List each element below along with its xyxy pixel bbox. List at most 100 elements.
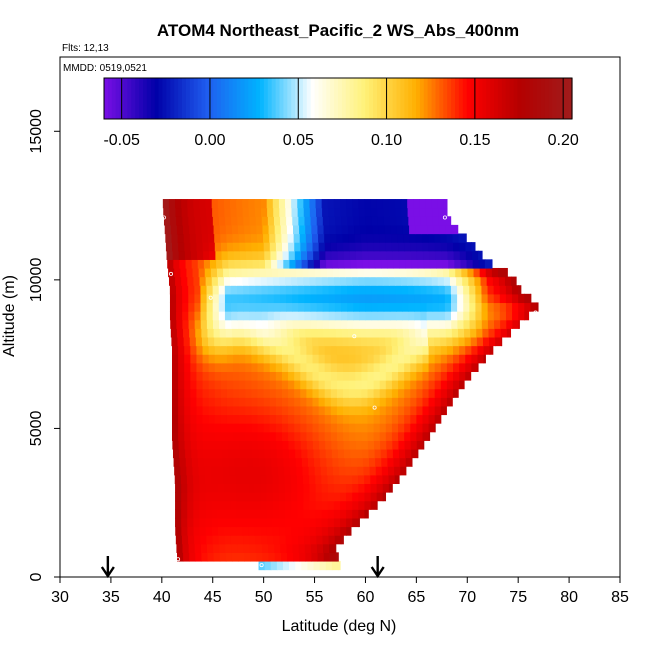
heatmap-cell bbox=[220, 379, 228, 390]
heatmap-cell bbox=[481, 293, 489, 304]
heatmap-cell bbox=[163, 207, 170, 217]
heatmap-cell bbox=[457, 285, 464, 295]
heatmap-cell bbox=[178, 371, 185, 381]
heatmap-cell bbox=[230, 483, 237, 493]
heatmap-cell bbox=[208, 405, 216, 416]
heatmap-cell bbox=[361, 414, 369, 424]
heatmap-cell bbox=[196, 362, 204, 372]
heatmap-cell bbox=[281, 397, 289, 407]
heatmap-cell bbox=[220, 431, 228, 441]
heatmap-cell bbox=[205, 517, 213, 528]
heatmap-cell bbox=[377, 207, 384, 217]
heatmap-cell bbox=[317, 328, 325, 338]
heatmap-cell bbox=[263, 233, 270, 243]
heatmap-cell bbox=[252, 250, 259, 260]
heatmap-cell bbox=[330, 423, 338, 433]
colorbar-segment bbox=[353, 78, 359, 119]
heatmap-cell bbox=[355, 405, 362, 416]
heatmap-cell bbox=[294, 440, 302, 450]
flight-arrow-head bbox=[100, 566, 115, 579]
heatmap-cell bbox=[263, 336, 270, 347]
heatmap-cell bbox=[414, 302, 422, 312]
heatmap-cell bbox=[441, 250, 449, 260]
heatmap-cell bbox=[298, 302, 305, 312]
heatmap-cell bbox=[364, 199, 372, 209]
x-tick-label: 35 bbox=[102, 589, 120, 606]
heatmap-cell bbox=[452, 233, 460, 243]
heatmap-cell bbox=[354, 328, 361, 338]
heatmap-cell bbox=[243, 319, 251, 329]
colorbar-segment bbox=[174, 78, 179, 119]
heatmap-cell bbox=[194, 311, 202, 321]
heatmap-cell bbox=[389, 311, 397, 321]
heatmap-cell bbox=[403, 336, 411, 347]
heatmap-cell bbox=[245, 414, 253, 424]
heatmap-cell bbox=[343, 362, 350, 372]
heatmap-cell bbox=[367, 440, 375, 450]
heatmap-cell bbox=[314, 466, 322, 476]
heatmap-cell bbox=[278, 276, 286, 286]
heatmap-cell bbox=[197, 259, 205, 269]
heatmap-cell bbox=[316, 216, 324, 226]
heatmap-cell bbox=[345, 474, 353, 484]
heatmap-cell bbox=[409, 224, 416, 235]
colorbar-segment bbox=[396, 78, 401, 119]
heatmap-cell bbox=[178, 354, 185, 364]
heatmap-cell bbox=[261, 302, 269, 312]
heatmap-cell bbox=[234, 457, 242, 467]
heatmap-cell bbox=[279, 207, 287, 217]
heatmap-cell bbox=[355, 397, 362, 407]
heatmap-cell bbox=[322, 319, 330, 329]
heatmap-cell bbox=[333, 492, 341, 502]
heatmap-cell bbox=[506, 328, 512, 338]
heatmap-cell bbox=[363, 267, 371, 278]
heatmap-cell bbox=[469, 302, 477, 312]
heatmap-cell bbox=[422, 242, 430, 252]
heatmap-cell bbox=[349, 423, 356, 433]
heatmap-cell bbox=[330, 233, 337, 243]
heatmap-cell bbox=[272, 509, 280, 519]
heatmap-cell bbox=[264, 259, 272, 269]
colorbar-segment bbox=[388, 78, 394, 119]
heatmap-cell bbox=[214, 362, 222, 372]
heatmap-cell bbox=[281, 431, 289, 441]
heatmap-cell bbox=[334, 293, 342, 304]
heatmap-cell bbox=[385, 397, 393, 407]
heatmap-cell bbox=[410, 345, 417, 355]
heatmap-cell bbox=[318, 397, 326, 407]
heatmap-cell bbox=[208, 414, 216, 424]
heatmap-cell bbox=[372, 224, 380, 235]
heatmap-cell bbox=[333, 509, 341, 519]
heatmap-cell bbox=[164, 224, 172, 235]
heatmap-cell bbox=[478, 250, 483, 260]
heatmap-cell bbox=[427, 336, 435, 347]
heatmap-cell bbox=[226, 336, 234, 347]
heatmap-cell bbox=[223, 474, 231, 484]
colorbar-segment bbox=[497, 78, 503, 119]
heatmap-cell bbox=[385, 362, 393, 372]
heatmap-cell bbox=[330, 345, 338, 355]
heatmap-cell bbox=[350, 457, 358, 467]
heatmap-cell bbox=[438, 311, 446, 321]
heatmap-cell bbox=[210, 457, 217, 467]
heatmap-cell bbox=[323, 543, 330, 553]
colorbar-segment bbox=[146, 78, 152, 119]
heatmap-cell bbox=[450, 276, 457, 286]
heatmap-cell bbox=[465, 345, 472, 355]
heatmap-cell bbox=[330, 362, 338, 372]
colorbar-segment bbox=[232, 78, 238, 119]
heatmap-cell bbox=[301, 259, 309, 269]
heatmap-cell bbox=[473, 267, 481, 278]
colorbar-segment bbox=[447, 78, 452, 119]
heatmap-cell bbox=[313, 250, 320, 260]
heatmap-cell bbox=[291, 207, 299, 217]
heatmap-cell bbox=[422, 379, 430, 390]
heatmap-cell bbox=[336, 371, 344, 381]
heatmap-cell bbox=[178, 345, 185, 355]
heatmap-cell bbox=[451, 319, 458, 329]
heatmap-cell bbox=[388, 199, 396, 209]
heatmap-cell bbox=[396, 216, 403, 226]
heatmap-cell bbox=[266, 500, 274, 510]
heatmap-cell bbox=[358, 207, 366, 217]
heatmap-cell bbox=[172, 371, 179, 381]
